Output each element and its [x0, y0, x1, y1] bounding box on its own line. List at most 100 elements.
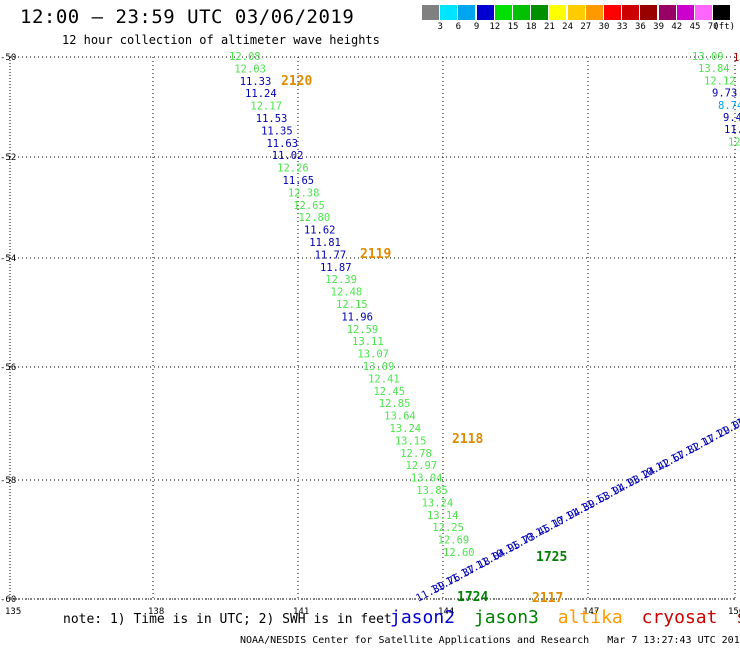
swh-point-label: 11.62	[304, 225, 336, 237]
scale-label: 24	[562, 22, 574, 32]
swh-point-label: 12.17	[250, 101, 282, 113]
swh-point-label: 9.4	[723, 112, 740, 124]
scale-unit: (ft)	[713, 22, 736, 32]
track-pass-label: 2118	[452, 432, 483, 447]
scale-swatch	[422, 5, 439, 20]
scale-label: 39	[653, 22, 665, 32]
swh-point-label: 12.59	[347, 324, 379, 336]
scale-swatch	[549, 5, 567, 20]
credit-org: NOAA/NESDIS Center for Satellite Applica…	[240, 635, 590, 646]
swh-point-label: 12.26	[277, 163, 309, 175]
y-tick-label: -52	[0, 153, 16, 163]
swh-point-label: 12.08	[229, 51, 261, 63]
scale-swatch	[458, 5, 476, 20]
credit-line: NOAA/NESDIS Center for Satellite Applica…	[240, 635, 740, 646]
scale-swatch	[440, 5, 458, 20]
scale-label: 3	[437, 22, 443, 32]
swh-point-label: 13.04	[411, 473, 443, 485]
swh-point-label: 12.80	[299, 212, 331, 224]
axis-tick-labels: 135 138 141 144 147 150 -50 -52 -54 -56 -58 -60	[0, 53, 740, 617]
scale-swatch	[640, 5, 658, 20]
swh-point-label: 11.63	[266, 138, 298, 150]
legend-cryosat: cryosat	[641, 607, 718, 628]
y-tick-label: -56	[0, 363, 16, 373]
swh-point-label: 12.85	[379, 398, 411, 410]
y-tick-label: -50	[0, 53, 16, 63]
scale-label: 12	[489, 22, 501, 32]
scale-label: 42	[671, 22, 683, 32]
legend-jason3: jason3	[473, 607, 539, 628]
swh-point-label: 11.53	[256, 113, 288, 125]
scale-swatch	[476, 5, 494, 20]
legend-altika: altika	[557, 607, 623, 628]
swh-point-label: 12.12	[704, 75, 736, 87]
y-tick-label: -58	[0, 476, 16, 486]
swh-point-label: 11.65	[283, 175, 315, 187]
swh-point-label: 12.38	[288, 187, 320, 199]
legend-jason2: jason2	[390, 607, 456, 628]
scale-label: 33	[616, 22, 628, 32]
swh-point-label: 12.41	[368, 373, 400, 385]
scale-swatch	[658, 5, 676, 20]
scale-label: 27	[580, 22, 592, 32]
swh-point-label: 12.45	[373, 386, 405, 398]
swh-point-label: 12.39	[325, 274, 357, 286]
scale-swatch	[676, 5, 694, 20]
swh-point-label: 13.24	[422, 497, 454, 509]
scale-label: 36	[634, 22, 646, 32]
swh-point-label: 13.09	[363, 361, 395, 373]
swh-point-label: 11.	[724, 124, 740, 136]
scale-swatch	[695, 5, 712, 20]
swh-point-label: 8.74	[718, 100, 740, 112]
legend-s3a: s3a	[736, 607, 740, 628]
satellite-legend: jason2 jason3 altika cryosat s3a	[390, 607, 740, 628]
swh-point-label: 13.64	[384, 411, 416, 423]
x-tick-label: 135	[5, 607, 21, 617]
scale-swatch	[513, 5, 530, 20]
x-tick-label: 138	[148, 607, 164, 617]
y-tick-label: -60	[0, 595, 16, 605]
scale-swatch	[567, 5, 585, 20]
credit-timestamp: Mar 7 13:27:43 UTC 2019	[607, 635, 740, 646]
swh-point-label: 13.24	[390, 423, 422, 435]
swh-point-label: 11.81	[309, 237, 341, 249]
map-grid	[9, 56, 736, 600]
scale-label: 30	[598, 22, 610, 32]
scale-swatch	[713, 5, 731, 20]
swh-point-label: 9.73	[712, 88, 737, 100]
swh-point-label: 12.69	[438, 535, 470, 547]
swh-point-label: 12.78	[400, 448, 432, 460]
scale-label: 70	[707, 22, 719, 32]
scale-label: 9	[473, 22, 480, 32]
swh-point-label: 12	[728, 136, 740, 148]
chart-title: 12:00 – 23:59 UTC 03/06/2019	[20, 6, 355, 28]
swh-point-label: 12.60	[443, 547, 475, 559]
track-pass-label: 1724	[457, 590, 488, 605]
footer-note: note: 1) Time is in UTC; 2) SWH is in fe…	[63, 612, 392, 627]
swh-point-label: 11.35	[261, 125, 293, 137]
swh-point-label: 13.85	[416, 485, 448, 497]
swh-point-label: 11.87	[320, 262, 352, 274]
x-tick-label: 141	[293, 607, 309, 617]
y-tick-label: -54	[0, 254, 16, 264]
swh-point-label: 12.03	[234, 63, 266, 75]
swh-point-label: 12.65	[293, 200, 325, 212]
swh-point-label: 13.14	[427, 510, 459, 522]
swh-point-label: 13.15	[395, 435, 427, 447]
x-tick-label: 147	[583, 607, 599, 617]
x-tick-label: 150	[728, 607, 740, 617]
swh-point-label: 13.11	[352, 336, 384, 348]
swh-point-label: 13.09	[692, 51, 724, 63]
track-pass-label: 2117	[532, 591, 563, 606]
swh-point-label: 11.96	[341, 311, 373, 323]
scale-swatch	[531, 5, 549, 20]
scale-label: 15	[507, 22, 519, 32]
chart-subtitle: 12 hour collection of altimeter wave hei…	[62, 33, 380, 47]
swh-point-label: 13.07	[357, 349, 389, 361]
track-pass-label: 2119	[360, 247, 391, 262]
swh-point-label: 12.48	[331, 287, 363, 299]
scale-label: 45	[689, 22, 701, 32]
swh-point-label: 11.02	[272, 150, 304, 162]
track-pass-label: 1725	[536, 550, 567, 565]
